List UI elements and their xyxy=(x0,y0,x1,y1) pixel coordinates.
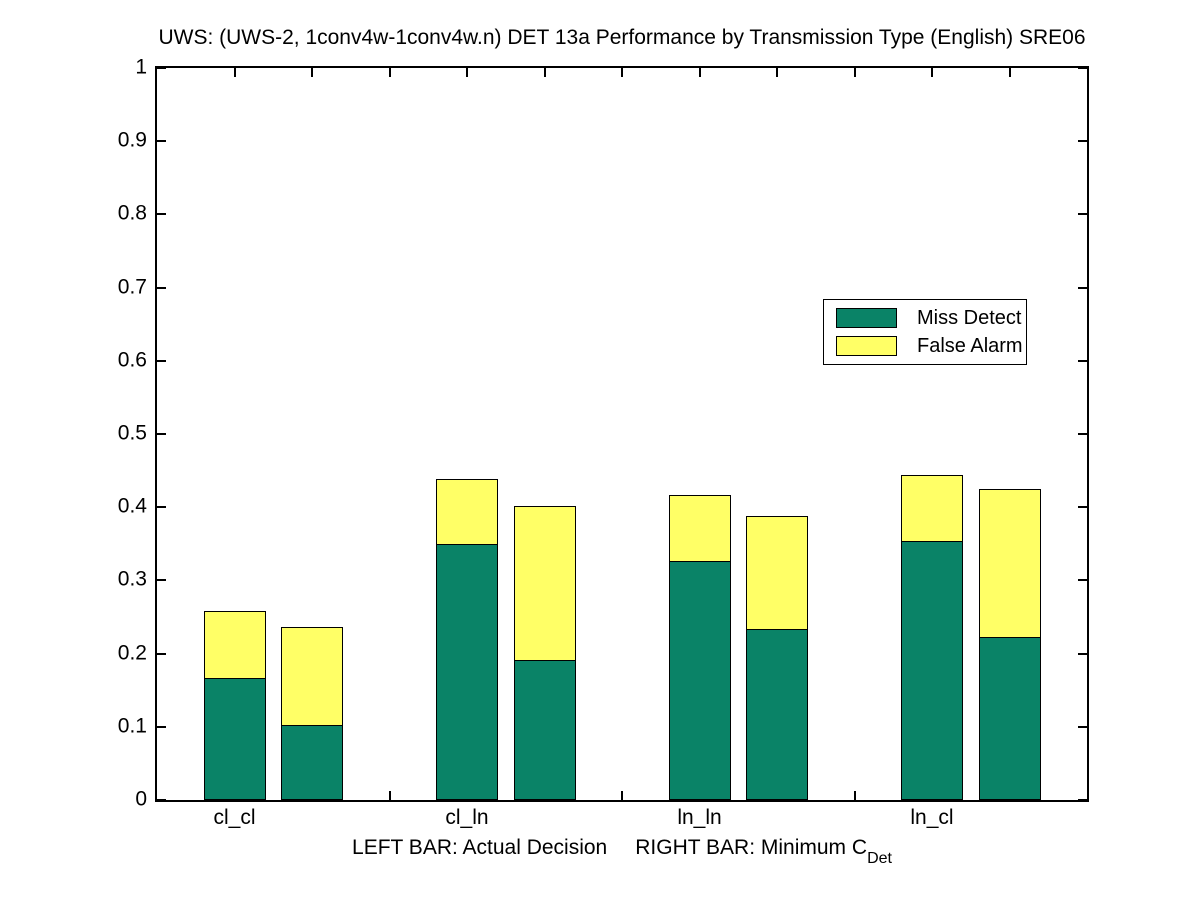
x-axis-tick xyxy=(311,68,313,77)
x-axis-tick xyxy=(853,68,856,77)
bar-segment-false-alarm-ln_ln-minimum_cdet xyxy=(746,515,808,630)
y-axis-tick xyxy=(157,359,166,362)
bar-segment-miss-detect-cl_ln-actual_decision xyxy=(436,543,498,800)
x-axis-category-label: cl_ln xyxy=(445,806,489,829)
y-axis-tick xyxy=(1078,286,1087,289)
bar-segment-false-alarm-cl_ln-minimum_cdet xyxy=(513,505,576,661)
x-axis-label-right: RIGHT BAR: Minimum C xyxy=(635,836,868,859)
y-axis-tick xyxy=(157,799,166,801)
legend-entry: Miss Detect xyxy=(836,306,1022,329)
x-axis-category-label: ln_ln xyxy=(677,806,722,829)
x-axis-tick xyxy=(388,68,391,77)
legend-label: False Alarm xyxy=(917,334,1023,357)
legend-box: Miss Detect False Alarm xyxy=(823,299,1027,365)
y-axis-tick xyxy=(157,140,166,143)
y-axis-tick-label: 1 xyxy=(135,55,147,79)
chart-title: UWS: (UWS-2, 1conv4w-1conv4w.n) DET 13a … xyxy=(158,26,1086,49)
y-axis-tick xyxy=(1078,652,1087,655)
y-axis-tick-label: 0.9 xyxy=(117,128,147,152)
y-axis-tick-label: 0.5 xyxy=(117,421,147,445)
x-axis-tick xyxy=(853,791,856,800)
y-axis-tick xyxy=(1078,799,1087,801)
y-axis-tick xyxy=(1078,213,1087,216)
y-axis-tick-label: 0.3 xyxy=(117,567,147,591)
bar-segment-miss-detect-cl_cl-minimum_cdet xyxy=(281,725,343,800)
plot-area xyxy=(155,66,1089,802)
bar-segment-miss-detect-cl_ln-minimum_cdet xyxy=(513,660,576,800)
bar-segment-false-alarm-cl_cl-minimum_cdet xyxy=(281,626,343,726)
y-axis-tick xyxy=(1078,579,1087,582)
y-axis-tick-label: 0.8 xyxy=(117,201,147,225)
bar-segment-false-alarm-ln_cl-minimum_cdet xyxy=(978,488,1041,638)
bar-segment-false-alarm-ln_ln-actual_decision xyxy=(668,494,731,562)
x-axis-tick xyxy=(388,791,391,800)
x-axis-tick xyxy=(931,68,933,77)
x-axis-tick xyxy=(698,68,701,77)
y-axis-tick xyxy=(1078,140,1087,143)
y-axis-tick xyxy=(1078,67,1087,69)
y-axis-tick-label: 0 xyxy=(135,787,147,811)
y-axis-tick xyxy=(1078,433,1087,435)
bar-segment-false-alarm-cl_cl-actual_decision xyxy=(203,611,266,678)
y-axis-tick xyxy=(1078,725,1087,728)
bar-segment-miss-detect-ln_cl-actual_decision xyxy=(901,540,963,800)
y-axis-tick xyxy=(157,506,166,509)
x-axis-label: LEFT BAR: Actual Decision RIGHT BAR: Mini… xyxy=(157,836,1087,868)
y-axis-tick xyxy=(157,652,166,655)
y-axis-tick xyxy=(157,725,166,728)
x-axis-tick xyxy=(621,68,623,77)
y-axis-tick-label: 0.2 xyxy=(117,641,147,665)
x-axis-tick xyxy=(621,791,623,800)
x-axis-tick xyxy=(1008,68,1011,77)
x-axis-label-subscript: Det xyxy=(867,850,892,868)
x-axis-tick xyxy=(466,68,468,77)
bar-segment-miss-detect-ln_cl-minimum_cdet xyxy=(978,637,1041,800)
x-axis-label-left: LEFT BAR: Actual Decision xyxy=(352,836,608,859)
y-axis-tick-label: 0.6 xyxy=(117,348,147,372)
y-axis-tick-label: 0.7 xyxy=(117,275,147,299)
x-axis-category-label: ln_cl xyxy=(910,806,954,829)
legend-swatch-miss-detect xyxy=(836,308,897,328)
y-axis-tick xyxy=(1078,359,1087,362)
legend-label: Miss Detect xyxy=(917,306,1022,329)
y-axis-tick xyxy=(1078,506,1087,509)
y-axis-tick xyxy=(157,286,166,289)
bar-segment-miss-detect-cl_cl-actual_decision xyxy=(203,677,266,800)
bar-segment-false-alarm-ln_cl-actual_decision xyxy=(901,474,963,541)
bar-segment-miss-detect-ln_ln-minimum_cdet xyxy=(746,629,808,800)
legend-entry: False Alarm xyxy=(836,334,1023,357)
y-axis-tick xyxy=(157,67,166,69)
x-axis-tick xyxy=(543,68,546,77)
bar-segment-miss-detect-ln_ln-actual_decision xyxy=(668,561,731,800)
x-axis-tick xyxy=(233,68,236,77)
y-axis-tick xyxy=(157,579,166,582)
y-axis-tick-label: 0.1 xyxy=(117,714,147,738)
y-axis-tick xyxy=(157,433,166,435)
x-axis-tick xyxy=(776,68,778,77)
legend-swatch-false-alarm xyxy=(836,336,897,356)
bar-segment-false-alarm-cl_ln-actual_decision xyxy=(436,478,498,544)
x-axis-category-label: cl_cl xyxy=(213,806,256,829)
y-axis-tick xyxy=(157,213,166,216)
y-axis-tick-label: 0.4 xyxy=(117,494,147,518)
